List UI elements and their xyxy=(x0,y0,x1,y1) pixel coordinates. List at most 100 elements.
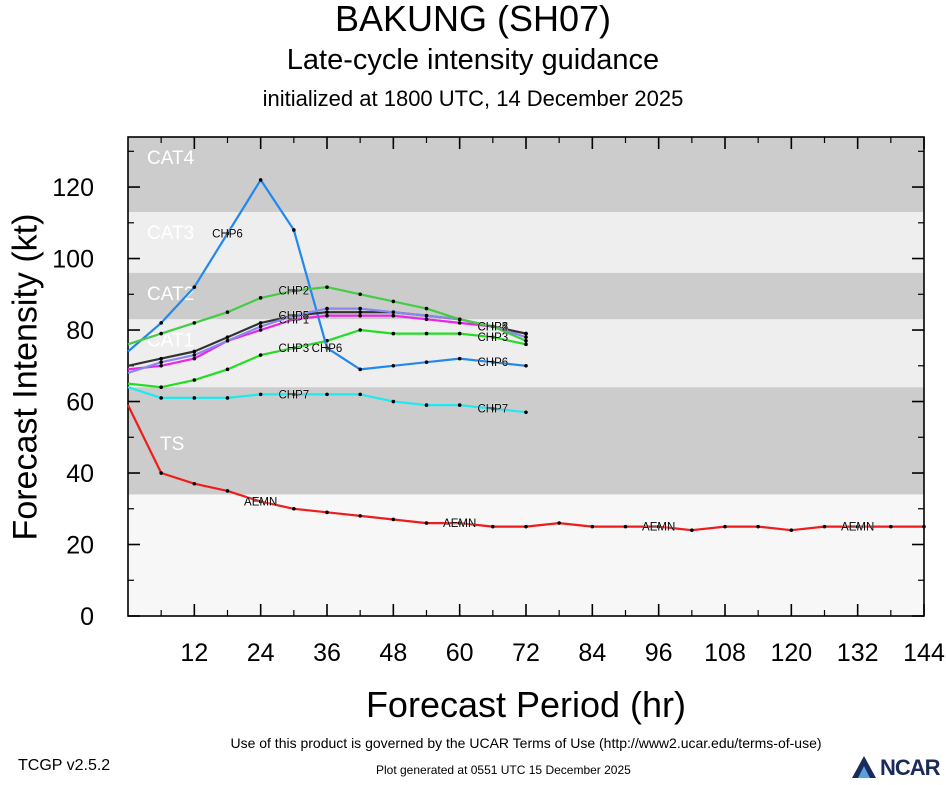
y-tick-label: 120 xyxy=(52,174,94,202)
data-point xyxy=(292,506,296,511)
ncar-logo: NCAR xyxy=(850,752,946,780)
data-point xyxy=(457,403,462,407)
data-point xyxy=(225,396,230,400)
data-point xyxy=(258,353,263,357)
data-point xyxy=(325,285,329,289)
data-point xyxy=(192,353,197,357)
intensity-band xyxy=(128,272,924,320)
data-point xyxy=(192,378,197,382)
data-point xyxy=(424,331,429,336)
band-label: CAT4 xyxy=(147,148,195,169)
data-point xyxy=(723,524,727,529)
series-label: CHP6 xyxy=(212,229,243,241)
data-point xyxy=(690,528,694,533)
data-point xyxy=(391,363,396,368)
data-point xyxy=(292,392,296,397)
data-point xyxy=(822,524,827,529)
y-tick-label: 20 xyxy=(66,532,94,560)
series-chp3: CHP3 CHP3 xyxy=(127,328,528,390)
x-tick-label: 48 xyxy=(379,639,407,667)
data-point xyxy=(292,228,296,232)
data-point xyxy=(258,178,263,182)
x-tick-label: 60 xyxy=(446,639,474,667)
data-point xyxy=(491,324,495,329)
x-tick-label: 132 xyxy=(837,639,879,667)
data-point xyxy=(358,292,362,297)
data-point xyxy=(325,510,329,515)
data-point xyxy=(192,285,197,289)
data-point xyxy=(491,406,495,411)
data-point xyxy=(524,338,528,343)
version-label: TCGP v2.5.2 xyxy=(18,757,111,774)
intensity-band xyxy=(128,137,924,213)
data-point xyxy=(325,346,329,350)
data-point xyxy=(258,296,263,300)
y-axis-label: Forecast Intensity (kt) xyxy=(6,213,45,541)
x-tick-label: 84 xyxy=(578,639,606,667)
data-point xyxy=(159,385,163,390)
intensity-band xyxy=(128,212,924,273)
data-point xyxy=(358,328,362,332)
data-point xyxy=(391,299,396,304)
data-point xyxy=(524,342,528,347)
data-point xyxy=(391,331,396,336)
data-point xyxy=(391,310,396,314)
x-tick-label: 24 xyxy=(247,639,275,667)
data-point xyxy=(159,360,163,365)
data-point xyxy=(756,524,760,529)
x-tick-label: 36 xyxy=(313,639,341,667)
data-point xyxy=(524,363,528,368)
data-point xyxy=(457,321,462,325)
data-point xyxy=(325,306,329,311)
data-point xyxy=(258,392,263,397)
data-point xyxy=(258,324,263,329)
data-point xyxy=(855,524,860,529)
y-tick-label: 60 xyxy=(66,389,94,417)
data-point xyxy=(325,310,329,314)
series-aemn: AEMN AEMN AEMN AEMN xyxy=(127,404,926,534)
data-point xyxy=(424,403,429,407)
series-label: CHP3 xyxy=(477,332,508,344)
data-point xyxy=(258,499,263,504)
series-label: CHP5 xyxy=(278,311,309,323)
y-tick-label: 100 xyxy=(52,246,94,274)
data-point xyxy=(391,399,396,404)
x-tick-label: 144 xyxy=(903,639,945,667)
x-tick-label: 96 xyxy=(645,639,673,667)
data-point xyxy=(358,514,362,518)
y-tick-label: 40 xyxy=(66,460,94,488)
intensity-band xyxy=(128,494,924,616)
x-tick-label: 120 xyxy=(770,639,812,667)
data-point xyxy=(656,524,661,529)
y-tick-label: 80 xyxy=(66,317,94,345)
ncar-logo-text: NCAR xyxy=(880,755,941,780)
data-point xyxy=(524,524,528,529)
chart-title: BAKUNG (SH07) xyxy=(334,0,612,39)
data-point xyxy=(292,346,296,350)
data-point xyxy=(457,356,462,361)
data-point xyxy=(524,331,528,336)
data-point xyxy=(225,335,230,339)
data-point xyxy=(524,410,528,415)
data-point xyxy=(457,317,462,322)
series-chp6: CHP6 CHP6 CHP6 xyxy=(127,178,528,372)
initialization-time: initialized at 1800 UTC, 14 December 202… xyxy=(262,86,684,111)
terms-of-use: Use of this product is governed by the U… xyxy=(230,735,822,751)
data-point xyxy=(457,331,462,336)
generated-timestamp: Plot generated at 0551 UTC 15 December 2… xyxy=(376,763,631,777)
data-point xyxy=(358,306,362,311)
data-point xyxy=(159,321,163,325)
data-point xyxy=(225,489,230,493)
series-chp2: CHP2 CHP2 xyxy=(127,285,528,346)
data-point xyxy=(159,363,163,368)
data-point xyxy=(424,306,429,311)
data-point xyxy=(325,313,329,318)
series-label: CHP2 xyxy=(278,286,309,298)
data-point xyxy=(192,356,197,361)
series-label: AEMN xyxy=(642,522,675,534)
data-point xyxy=(391,313,396,318)
data-point xyxy=(192,349,197,354)
data-point xyxy=(358,392,362,397)
band-label: CAT3 xyxy=(147,223,194,244)
data-point xyxy=(789,528,794,533)
